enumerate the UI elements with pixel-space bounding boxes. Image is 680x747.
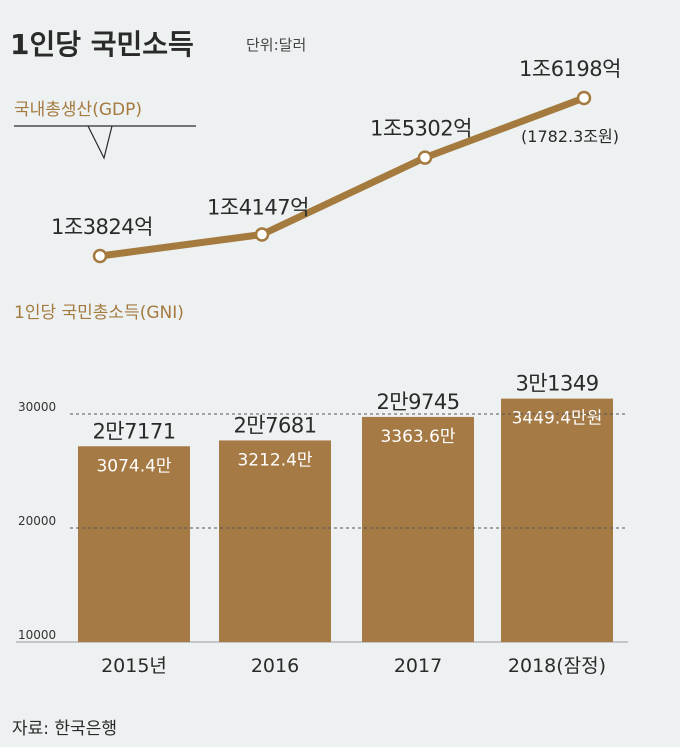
gdp-line-layer: 1조3824억 1조4147억 1조5302억 1조6198억 (1782.3조원) — [51, 57, 621, 264]
gni-krw-label: 3449.4만원 — [512, 409, 603, 429]
gni-bar — [219, 440, 331, 642]
gni-bar — [78, 446, 190, 642]
x-tick-label: 2016 — [251, 655, 299, 677]
gni-series-label: 1인당 국민총소득(GNI) — [14, 303, 184, 323]
y-tick-label: 30000 — [18, 400, 56, 414]
gni-bar — [362, 416, 474, 642]
gdp-value-label: 1조3824억 — [51, 215, 153, 239]
gdp-point — [92, 248, 108, 264]
gridlines — [70, 413, 628, 529]
source-note: 자료: 한국은행 — [12, 719, 117, 739]
gdp-krw-annotation: (1782.3조원) — [521, 127, 619, 146]
x-tick-label: 2017 — [394, 655, 442, 677]
gdp-line — [96, 94, 588, 260]
gdp-value-label: 1조6198억 — [519, 57, 621, 81]
gni-krw-label: 3074.4만 — [96, 456, 171, 476]
gdp-callout-pointer — [14, 125, 196, 160]
unit-label: 단위:달러 — [246, 36, 306, 54]
x-tick-label: 2015년 — [101, 655, 167, 677]
gdp-value-label: 1조5302억 — [370, 117, 472, 141]
y-tick-label: 20000 — [18, 514, 56, 528]
gdp-value-label: 1조4147억 — [207, 196, 309, 220]
gdp-point — [254, 227, 270, 242]
gni-bar — [501, 398, 613, 642]
y-tick-label: 10000 — [18, 628, 56, 642]
gdp-series-label: 국내총생산(GDP) — [14, 100, 142, 120]
gdp-point — [417, 150, 433, 165]
gni-krw-label: 3212.4만 — [237, 450, 312, 470]
gdp-point — [576, 90, 592, 106]
x-tick-label: 2018(잠정) — [508, 655, 606, 677]
gni-krw-label: 3363.6만 — [380, 427, 455, 447]
gni-value-label: 2만7681 — [233, 413, 316, 437]
chart-title: 1인당 국민소득 — [10, 28, 194, 61]
gni-value-label: 2만9745 — [376, 390, 459, 414]
gni-bar-layer: 2만7171 3074.4만 2만7681 3212.4만 2만9745 3363.6만 3… — [78, 372, 613, 642]
gni-value-label: 3만1349 — [515, 372, 598, 396]
x-axis: 2015년 2016 2017 2018(잠정) — [101, 655, 606, 677]
gni-value-label: 2만7171 — [92, 419, 175, 443]
